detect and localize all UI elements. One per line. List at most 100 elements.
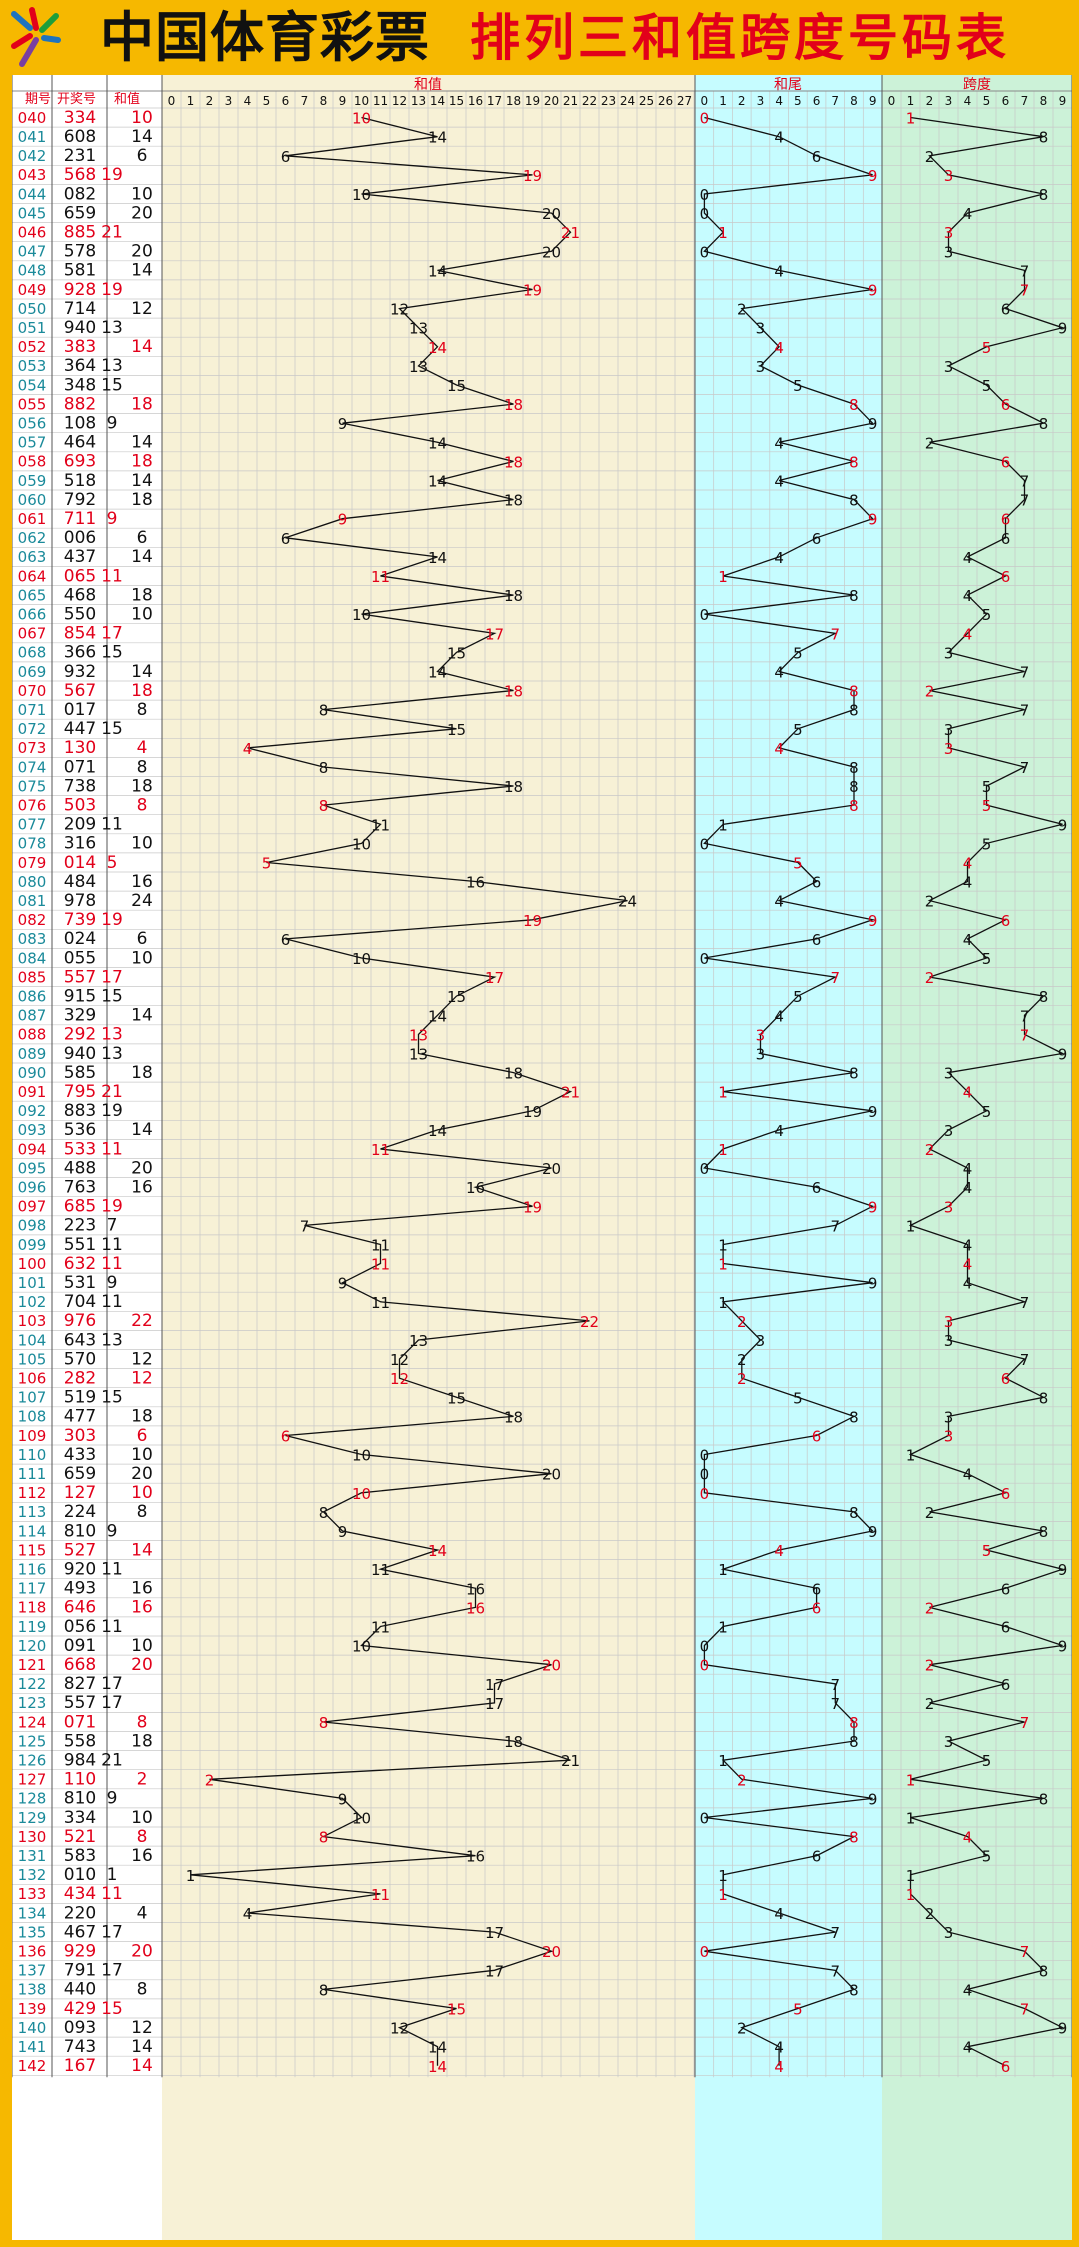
sum-cell: 14	[131, 662, 153, 682]
tail-point: 8	[849, 683, 859, 701]
tail-point: 0	[700, 1809, 710, 1827]
number-cell: 827	[64, 1674, 96, 1694]
tail-point: 0	[700, 1943, 710, 1961]
issue-cell: 106	[18, 1369, 47, 1387]
sum-point: 9	[338, 511, 348, 529]
sum-cell: 24	[131, 891, 153, 911]
span-point: 2	[925, 1141, 935, 1159]
span-point: 6	[1001, 530, 1011, 548]
span-point: 7	[1020, 1294, 1030, 1312]
span-point: 4	[963, 931, 973, 949]
lottery-logo-icon	[11, 7, 61, 67]
tail-point: 4	[774, 129, 784, 147]
span-point: 3	[944, 243, 954, 261]
sum-cell: 18	[131, 1731, 153, 1751]
sum-cell: 18	[131, 394, 153, 414]
number-cell: 082	[64, 184, 96, 204]
span-point: 6	[1001, 1370, 1011, 1388]
number-chart: 期号 开奖号 和值 和值 和尾 跨度 0 1 2 3 4 5 6 7 8 9 10 11 12 13 14 1…	[12, 75, 1072, 2240]
sum-trend-line	[190, 116, 628, 2066]
number-cell: 108	[64, 413, 96, 433]
span-point: 1	[906, 1809, 916, 1827]
span-point: 9	[1058, 1638, 1068, 1656]
sum-point: 18	[504, 1733, 523, 1751]
tail-point: 9	[868, 1103, 878, 1121]
span-point: 4	[963, 1160, 973, 1178]
issue-cell: 049	[18, 281, 47, 299]
sum-cell: 15	[101, 375, 123, 395]
span-point: 7	[1020, 1007, 1030, 1025]
tail-point: 4	[774, 1905, 784, 1923]
tail-point: 6	[812, 148, 822, 166]
axis-tick-label: 4	[244, 94, 252, 108]
span-point: 6	[1001, 1580, 1011, 1598]
tail-point: 1	[718, 1084, 728, 1102]
tail-point: 7	[830, 1924, 840, 1942]
sum-point: 14	[428, 663, 447, 681]
sum-cell: 18	[131, 1407, 153, 1427]
span-point: 5	[982, 339, 992, 357]
number-cell: 010	[64, 1865, 96, 1885]
number-cell: 643	[64, 1330, 96, 1350]
issue-cell: 105	[18, 1350, 47, 1368]
axis-tick-label: 14	[430, 94, 445, 108]
sum-cell: 17	[101, 967, 123, 987]
tail-point: 1	[718, 1236, 728, 1254]
sum-cell: 1	[107, 1865, 118, 1885]
issue-cell: 089	[18, 1045, 47, 1063]
sum-cell: 20	[131, 1158, 153, 1178]
number-cell: 810	[64, 1521, 96, 1541]
sum-point: 19	[523, 167, 542, 185]
sum-point: 16	[466, 1848, 485, 1866]
sum-header: 和值	[114, 91, 140, 107]
issue-cell: 081	[18, 892, 47, 910]
sum-cell: 16	[131, 1598, 153, 1618]
tail-point: 1	[718, 1752, 728, 1770]
number-cell: 568	[64, 165, 96, 185]
axis-tick-label: 15	[449, 94, 464, 108]
number-cell: 091	[64, 1636, 96, 1656]
number-cell: 557	[64, 1693, 96, 1713]
sum-point: 16	[466, 874, 485, 892]
issue-cell: 044	[18, 185, 47, 203]
number-cell: 334	[64, 108, 96, 128]
span-point: 1	[906, 110, 916, 128]
issue-cell: 131	[18, 1847, 47, 1865]
span-point: 4	[963, 874, 973, 892]
axis-tick-label: 8	[320, 94, 328, 108]
sum-cell: 14	[131, 1120, 153, 1140]
sum-point: 7	[300, 1217, 310, 1235]
span-point: 4	[963, 1466, 973, 1484]
issue-cell: 138	[18, 1981, 47, 1999]
number-cell: 738	[64, 776, 96, 796]
sum-cell: 17	[101, 624, 123, 644]
sum-cell: 8	[137, 1502, 148, 1522]
issue-cell: 141	[18, 2038, 47, 2056]
issue-cell: 059	[18, 472, 47, 490]
sum-cell: 15	[101, 719, 123, 739]
tail-point: 0	[700, 205, 710, 223]
span-point: 3	[944, 1332, 954, 1350]
sum-point: 10	[352, 110, 371, 128]
issue-cell: 048	[18, 262, 47, 280]
number-cell: 885	[64, 222, 96, 242]
sum-cell: 19	[101, 910, 123, 930]
tail-point: 7	[830, 1217, 840, 1235]
axis-tick-label: 6	[813, 94, 821, 108]
number-cell: 220	[64, 1903, 96, 1923]
number-cell: 437	[64, 547, 96, 567]
brand-name: 中国体育彩票	[100, 6, 430, 69]
sum-point: 6	[281, 1427, 291, 1445]
sum-point: 17	[485, 1676, 504, 1694]
sum-point: 11	[371, 816, 390, 834]
span-point: 6	[1001, 396, 1011, 414]
tail-point: 0	[700, 950, 710, 968]
sum-cell: 9	[107, 413, 118, 433]
sum-point: 16	[466, 1580, 485, 1598]
sum-point: 14	[428, 1542, 447, 1560]
sum-cell: 16	[131, 872, 153, 892]
sum-point: 20	[542, 1657, 561, 1675]
sum-point: 17	[485, 1695, 504, 1713]
axis-tick-label: 5	[263, 94, 271, 108]
sum-point: 11	[371, 1618, 390, 1636]
